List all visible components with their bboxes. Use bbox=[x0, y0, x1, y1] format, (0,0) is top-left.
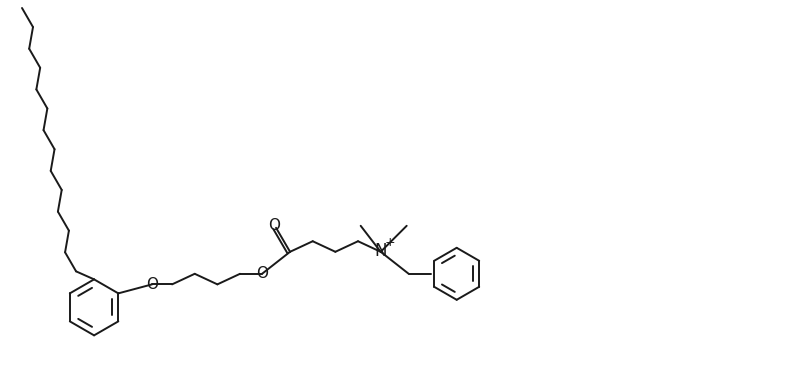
Text: O: O bbox=[268, 218, 280, 233]
Text: O: O bbox=[256, 266, 268, 281]
Text: N: N bbox=[374, 242, 387, 260]
Text: +: + bbox=[384, 236, 395, 249]
Text: O: O bbox=[146, 277, 158, 292]
